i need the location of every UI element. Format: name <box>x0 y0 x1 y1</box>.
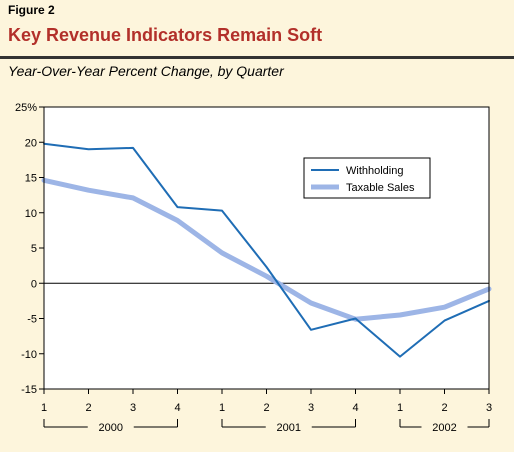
chart-subtitle: Year-Over-Year Percent Change, by Quarte… <box>8 63 284 79</box>
withholding-line <box>43 142 490 358</box>
y-tick-label: 10 <box>25 208 37 220</box>
title-rule <box>0 56 514 59</box>
y-tick-label: 5 <box>31 243 37 255</box>
y-axis: -15 -10 -5 0 5 10 15 20 25% <box>15 102 44 396</box>
taxable-sales-line <box>41 177 492 322</box>
y-tick-label: -15 <box>21 384 37 396</box>
x-tick-label: 2 <box>441 402 447 414</box>
x-tick-label: 3 <box>130 402 136 414</box>
legend-box <box>303 157 431 199</box>
legend-item: Withholding <box>311 165 403 177</box>
legend: Withholding Taxable Sales <box>303 157 431 199</box>
series-layer <box>41 142 492 358</box>
y-tick-label: 0 <box>31 278 37 290</box>
x-tick-label: 4 <box>352 402 358 414</box>
y-tick-label: 25% <box>15 102 37 114</box>
figure-label: Figure 2 <box>8 3 55 17</box>
year-group: 2000 <box>43 419 178 434</box>
y-tick-label: 15 <box>25 173 37 185</box>
x-tick-label: 2 <box>85 402 91 414</box>
x-tick-label: 1 <box>397 402 403 414</box>
chart-title: Key Revenue Indicators Remain Soft <box>8 25 323 45</box>
plot-area <box>44 107 489 389</box>
legend-label: Taxable Sales <box>346 182 415 194</box>
x-tick-label: 2 <box>263 402 269 414</box>
x-tick-label: 3 <box>308 402 314 414</box>
legend-item: Taxable Sales <box>311 182 415 194</box>
x-tick-label: 4 <box>174 402 180 414</box>
year-groups: 2000 2001 2002 <box>43 419 490 434</box>
x-tick-label: 1 <box>219 402 225 414</box>
legend-label: Withholding <box>346 165 403 177</box>
y-tick-label: 20 <box>25 137 37 149</box>
year-label: 2001 <box>277 422 301 434</box>
year-group: 2002 <box>399 419 490 434</box>
year-group: 2001 <box>221 419 356 434</box>
x-axis: 1 2 3 4 1 2 3 4 1 2 3 <box>41 389 492 414</box>
year-label: 2000 <box>99 422 123 434</box>
x-tick-label: 1 <box>41 402 47 414</box>
x-tick-label: 3 <box>486 402 492 414</box>
y-tick-label: -10 <box>21 349 37 361</box>
year-label: 2002 <box>432 422 456 434</box>
y-tick-label: -5 <box>27 314 37 326</box>
